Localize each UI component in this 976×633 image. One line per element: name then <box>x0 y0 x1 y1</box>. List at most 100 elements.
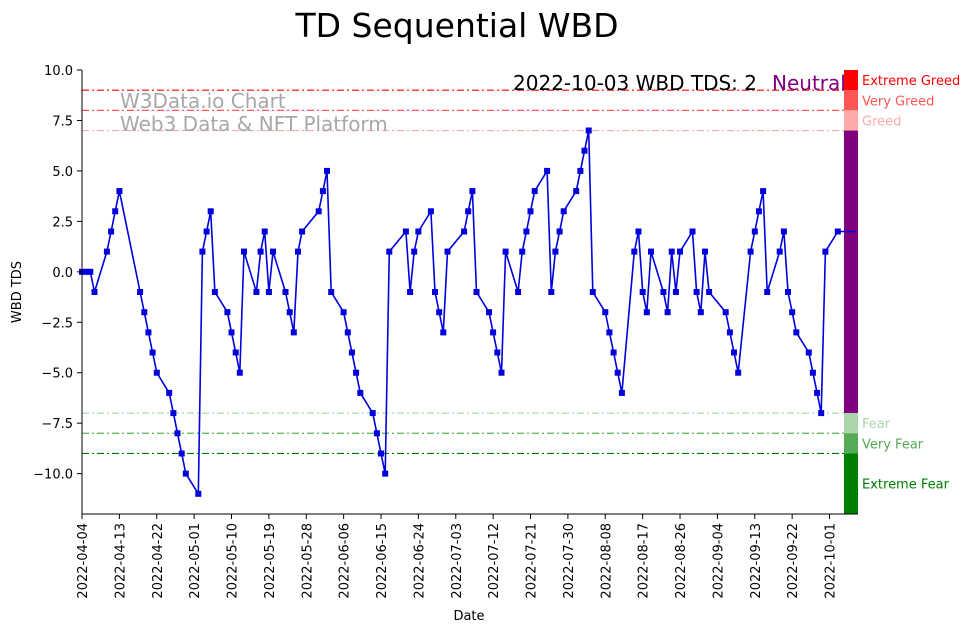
data-point-79 <box>560 208 567 215</box>
series-line <box>82 130 856 497</box>
data-point-23 <box>224 309 231 316</box>
data-point-41 <box>328 289 335 295</box>
data-point-18 <box>195 490 202 497</box>
x-tick-label-16: 2022-08-26 <box>674 523 689 599</box>
data-point-27 <box>241 248 247 255</box>
data-point-107 <box>731 349 737 356</box>
data-point-65 <box>486 309 492 316</box>
x-tick-label-20: 2022-10-01 <box>824 523 839 599</box>
data-point-64 <box>473 289 480 295</box>
x-tick-label-0: 2022-04-04 <box>76 523 91 599</box>
x-tick-label-3: 2022-05-01 <box>188 523 203 599</box>
zone-label-0: Extreme Greed <box>862 74 960 89</box>
data-point-105 <box>722 309 729 316</box>
data-point-80 <box>573 188 580 195</box>
data-point-9 <box>141 309 148 316</box>
x-tick-label-18: 2022-09-13 <box>749 523 764 599</box>
data-point-89 <box>618 389 625 396</box>
watermark-line-2: Web3 Data & NFT Platform <box>120 112 388 136</box>
data-point-104 <box>706 289 713 295</box>
data-point-28 <box>253 289 260 295</box>
data-point-29 <box>257 248 264 255</box>
data-point-21 <box>207 208 214 215</box>
data-point-76 <box>548 289 555 295</box>
data-point-52 <box>402 228 409 235</box>
data-point-110 <box>751 228 758 235</box>
data-point-16 <box>178 450 185 457</box>
data-point-8 <box>137 289 144 295</box>
data-point-24 <box>228 329 235 336</box>
data-point-74 <box>531 188 538 195</box>
data-point-111 <box>755 208 762 215</box>
data-point-99 <box>677 248 683 255</box>
data-point-13 <box>166 389 173 396</box>
zone-label-4: Fear <box>862 417 891 432</box>
zone-label-2: Greed <box>862 114 901 129</box>
data-point-115 <box>780 228 787 235</box>
x-tick-label-8: 2022-06-15 <box>375 523 390 599</box>
data-point-91 <box>635 228 642 235</box>
data-point-43 <box>344 329 351 336</box>
data-point-47 <box>369 410 376 417</box>
data-point-63 <box>469 188 476 195</box>
reference-lines <box>82 89 844 455</box>
data-point-58 <box>436 309 443 316</box>
data-point-51 <box>386 248 393 255</box>
data-point-113 <box>764 289 771 295</box>
annotation-sentiment: Neutral <box>772 71 846 95</box>
x-tick-label-15: 2022-08-17 <box>637 523 652 599</box>
data-point-109 <box>747 248 754 255</box>
x-tick-label-19: 2022-09-22 <box>786 523 801 599</box>
data-point-116 <box>785 289 791 295</box>
x-tick-label-5: 2022-05-19 <box>263 523 278 599</box>
data-point-42 <box>340 309 347 316</box>
data-point-114 <box>776 248 783 255</box>
data-point-98 <box>672 289 679 295</box>
data-point-56 <box>427 208 434 215</box>
data-point-14 <box>170 410 177 417</box>
latest-annotation: 2022-10-03 WBD TDS: 2 Neutral <box>513 71 846 95</box>
data-point-102 <box>697 309 704 316</box>
data-point-75 <box>544 167 551 174</box>
data-point-78 <box>556 228 563 235</box>
data-point-20 <box>203 228 210 235</box>
data-point-117 <box>789 309 796 316</box>
y-tick-label-1: 7.5 <box>52 114 73 129</box>
data-point-103 <box>702 248 708 255</box>
x-tick-label-6: 2022-05-28 <box>300 523 315 599</box>
x-ticks: 2022-04-04 2022-04-13 2022-04-22 2022-05-01… <box>76 514 839 599</box>
data-point-26 <box>236 369 243 376</box>
data-point-40 <box>324 167 330 174</box>
data-point-70 <box>515 289 522 295</box>
data-point-49 <box>378 450 384 457</box>
data-point-85 <box>602 309 609 316</box>
data-point-11 <box>149 349 156 356</box>
data-point-12 <box>153 369 160 376</box>
data-point-83 <box>585 127 592 134</box>
y-ticks: 10.0 7.5 5.0 2.5 0.0 −2.5 −5.0 −7.5 −10.0 <box>33 64 82 483</box>
data-point-112 <box>760 188 767 195</box>
data-point-54 <box>411 248 418 255</box>
data-point-60 <box>444 248 451 255</box>
data-point-38 <box>315 208 322 215</box>
data-point-15 <box>174 430 181 437</box>
data-point-19 <box>199 248 206 255</box>
data-point-93 <box>643 309 650 316</box>
data-point-84 <box>589 289 596 295</box>
data-point-34 <box>286 309 293 316</box>
data-point-118 <box>793 329 800 336</box>
series-wbd-tds <box>79 127 856 497</box>
data-point-6 <box>112 208 119 215</box>
data-point-94 <box>648 248 654 255</box>
data-point-122 <box>818 410 825 417</box>
data-point-48 <box>373 430 380 437</box>
data-point-35 <box>290 329 297 336</box>
data-point-69 <box>502 248 509 255</box>
y-tick-label-0: 10.0 <box>44 64 73 79</box>
y-tick-label-3: 2.5 <box>52 215 73 230</box>
data-point-37 <box>299 228 306 235</box>
data-point-17 <box>182 470 189 477</box>
data-point-7 <box>116 188 123 195</box>
data-point-30 <box>261 228 268 235</box>
